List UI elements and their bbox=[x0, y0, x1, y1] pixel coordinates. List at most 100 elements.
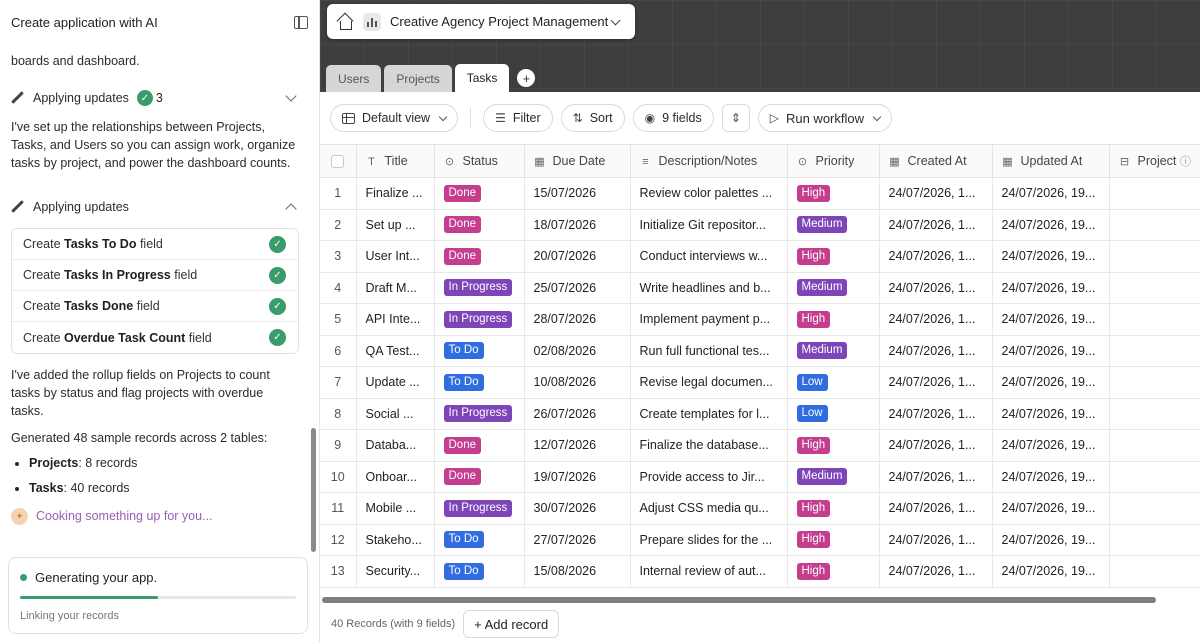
cell-description[interactable]: Internal review of aut... bbox=[630, 555, 788, 588]
project-selector[interactable]: Creative Agency Project Management bbox=[327, 4, 635, 39]
cell-description[interactable]: Revise legal documen... bbox=[630, 366, 788, 399]
cell-status[interactable]: In Progress bbox=[434, 492, 525, 525]
row-number[interactable]: 1 bbox=[320, 177, 357, 210]
cell-due-date[interactable]: 02/08/2026 bbox=[524, 335, 631, 367]
horizontal-scrollbar[interactable] bbox=[322, 597, 1156, 603]
cell-due-date[interactable]: 25/07/2026 bbox=[524, 272, 631, 304]
sidebar-toggle-icon[interactable] bbox=[294, 15, 308, 29]
cell-status[interactable]: To Do bbox=[434, 524, 525, 556]
cell-due-date[interactable]: 26/07/2026 bbox=[524, 398, 631, 430]
cell-priority[interactable]: High bbox=[787, 177, 880, 210]
cell-project[interactable] bbox=[1109, 461, 1200, 493]
cell-title[interactable]: Onboar... bbox=[356, 461, 435, 493]
cell-status[interactable]: To Do bbox=[434, 335, 525, 367]
cell-created-at[interactable]: 24/07/2026, 1... bbox=[879, 335, 993, 367]
cell-priority[interactable]: Medium bbox=[787, 335, 880, 367]
table-row[interactable]: 13 Security... To Do 15/08/2026 Internal rev… bbox=[320, 555, 1200, 588]
table-row[interactable]: 7 Update ... To Do 10/08/2026 Revise legal d… bbox=[320, 366, 1200, 399]
cell-created-at[interactable]: 24/07/2026, 1... bbox=[879, 461, 993, 493]
cell-title[interactable]: Security... bbox=[356, 555, 435, 588]
row-number[interactable]: 9 bbox=[320, 429, 357, 462]
row-number[interactable]: 11 bbox=[320, 492, 357, 525]
filter-button[interactable]: ☰ Filter bbox=[483, 104, 553, 132]
cell-title[interactable]: Stakeho... bbox=[356, 524, 435, 556]
row-number[interactable]: 3 bbox=[320, 240, 357, 273]
column-header-priority[interactable]: ⊙ Priority bbox=[787, 144, 880, 178]
row-height-button[interactable]: ⇕ bbox=[721, 104, 750, 132]
cell-status[interactable]: In Progress bbox=[434, 303, 525, 336]
cell-status[interactable]: Done bbox=[434, 461, 525, 493]
row-number[interactable]: 12 bbox=[320, 524, 357, 556]
column-header-created-at[interactable]: ▦ Created At bbox=[879, 144, 993, 178]
cell-description[interactable]: Write headlines and b... bbox=[630, 272, 788, 304]
table-row[interactable]: 12 Stakeho... To Do 27/07/2026 Prepare slide… bbox=[320, 524, 1200, 556]
cell-updated-at[interactable]: 24/07/2026, 19... bbox=[992, 209, 1110, 241]
row-number[interactable]: 4 bbox=[320, 272, 357, 304]
table-row[interactable]: 9 Databa... Done 12/07/2026 Finalize the dat… bbox=[320, 429, 1200, 462]
cell-due-date[interactable]: 27/07/2026 bbox=[524, 524, 631, 556]
cell-due-date[interactable]: 15/08/2026 bbox=[524, 555, 631, 588]
row-number[interactable]: 5 bbox=[320, 303, 357, 336]
cell-description[interactable]: Provide access to Jir... bbox=[630, 461, 788, 493]
cell-updated-at[interactable]: 24/07/2026, 19... bbox=[992, 272, 1110, 304]
cell-project[interactable] bbox=[1109, 555, 1200, 588]
cell-project[interactable] bbox=[1109, 492, 1200, 525]
cell-priority[interactable]: Medium bbox=[787, 209, 880, 241]
cell-project[interactable] bbox=[1109, 209, 1200, 241]
cell-created-at[interactable]: 24/07/2026, 1... bbox=[879, 209, 993, 241]
cell-description[interactable]: Prepare slides for the ... bbox=[630, 524, 788, 556]
cell-description[interactable]: Finalize the database... bbox=[630, 429, 788, 462]
cell-updated-at[interactable]: 24/07/2026, 19... bbox=[992, 366, 1110, 399]
chevron-up-icon[interactable] bbox=[285, 203, 297, 215]
cell-updated-at[interactable]: 24/07/2026, 19... bbox=[992, 461, 1110, 493]
cell-due-date[interactable]: 20/07/2026 bbox=[524, 240, 631, 273]
cell-updated-at[interactable]: 24/07/2026, 19... bbox=[992, 492, 1110, 525]
cell-priority[interactable]: High bbox=[787, 429, 880, 462]
row-number[interactable]: 6 bbox=[320, 335, 357, 367]
cell-description[interactable]: Review color palettes ... bbox=[630, 177, 788, 210]
cell-priority[interactable]: Medium bbox=[787, 461, 880, 493]
fields-button[interactable]: ◉ 9 fields bbox=[632, 104, 714, 132]
applying-updates-row-2[interactable]: Applying updates bbox=[11, 194, 299, 220]
table-row[interactable]: 6 QA Test... To Do 02/08/2026 Run full funct… bbox=[320, 335, 1200, 367]
cell-created-at[interactable]: 24/07/2026, 1... bbox=[879, 177, 993, 210]
applying-updates-row-1[interactable]: Applying updates ✓ 3 bbox=[11, 85, 299, 111]
cell-title[interactable]: Social ... bbox=[356, 398, 435, 430]
cell-priority[interactable]: High bbox=[787, 303, 880, 336]
cell-updated-at[interactable]: 24/07/2026, 19... bbox=[992, 398, 1110, 430]
cell-title[interactable]: API Inte... bbox=[356, 303, 435, 336]
table-row[interactable]: 5 API Inte... In Progress 28/07/2026 Impleme… bbox=[320, 303, 1200, 336]
cell-status[interactable]: Done bbox=[434, 429, 525, 462]
sort-button[interactable]: ⇅ Sort bbox=[560, 104, 625, 132]
cell-title[interactable]: Mobile ... bbox=[356, 492, 435, 525]
column-header-project[interactable]: ⊟ Project ⓘ bbox=[1109, 144, 1200, 178]
cell-created-at[interactable]: 24/07/2026, 1... bbox=[879, 398, 993, 430]
chevron-down-icon[interactable] bbox=[610, 15, 621, 25]
cell-created-at[interactable]: 24/07/2026, 1... bbox=[879, 272, 993, 304]
select-all-checkbox[interactable] bbox=[320, 144, 357, 178]
cell-created-at[interactable]: 24/07/2026, 1... bbox=[879, 366, 993, 399]
cell-updated-at[interactable]: 24/07/2026, 19... bbox=[992, 240, 1110, 273]
table-row[interactable]: 2 Set up ... Done 18/07/2026 Initialize Git … bbox=[320, 209, 1200, 241]
table-row[interactable]: 8 Social ... In Progress 26/07/2026 Create t… bbox=[320, 398, 1200, 430]
row-number[interactable]: 7 bbox=[320, 366, 357, 399]
add-tab-button[interactable]: + bbox=[517, 69, 536, 87]
cell-project[interactable] bbox=[1109, 524, 1200, 556]
chat-messages[interactable]: boards and dashboard. Applying updates ✓… bbox=[0, 44, 310, 550]
cell-created-at[interactable]: 24/07/2026, 1... bbox=[879, 555, 993, 588]
column-header-title[interactable]: T Title bbox=[356, 144, 435, 178]
cell-priority[interactable]: Medium bbox=[787, 272, 880, 304]
cell-project[interactable] bbox=[1109, 177, 1200, 210]
cell-project[interactable] bbox=[1109, 240, 1200, 273]
cell-description[interactable]: Initialize Git repositor... bbox=[630, 209, 788, 241]
cell-status[interactable]: Done bbox=[434, 240, 525, 273]
cell-status[interactable]: Done bbox=[434, 177, 525, 210]
cell-created-at[interactable]: 24/07/2026, 1... bbox=[879, 303, 993, 336]
cell-priority[interactable]: High bbox=[787, 240, 880, 273]
cell-due-date[interactable]: 28/07/2026 bbox=[524, 303, 631, 336]
row-number[interactable]: 10 bbox=[320, 461, 357, 493]
cell-updated-at[interactable]: 24/07/2026, 19... bbox=[992, 524, 1110, 556]
cell-priority[interactable]: Low bbox=[787, 366, 880, 399]
table-row[interactable]: 1 Finalize ... Done 15/07/2026 Review color … bbox=[320, 177, 1200, 210]
cell-status[interactable]: To Do bbox=[434, 555, 525, 588]
